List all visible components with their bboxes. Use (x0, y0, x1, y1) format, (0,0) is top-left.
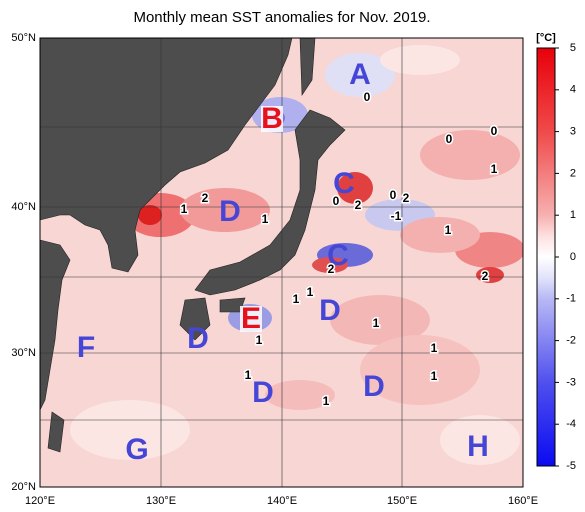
region-label-bg (240, 306, 262, 332)
map-frame (39, 37, 524, 488)
contour-label: 0 (390, 188, 397, 202)
contour-label: 1 (262, 212, 269, 226)
colorbar-tick-label: -1 (566, 293, 576, 305)
colorbar (536, 47, 556, 467)
region-label: D (252, 376, 274, 409)
contour-label: 1 (491, 162, 498, 176)
colorbar-tick-label: -5 (566, 460, 576, 472)
contour-label: 1 (256, 333, 263, 347)
contour-label: 1 (323, 394, 330, 408)
lat-label: 30°N (11, 347, 36, 359)
contour-label: 1 (307, 285, 314, 299)
contour-label: 1 (293, 292, 300, 306)
colorbar-tick-label: 5 (570, 42, 576, 54)
contour-label: 1 (445, 223, 452, 237)
region-label-bg (261, 106, 283, 132)
region-label: H (467, 430, 489, 463)
region-label: A (349, 58, 371, 91)
region-label: F (77, 331, 95, 364)
lat-label: 50°N (11, 32, 36, 44)
lon-label: 120°E (25, 495, 55, 507)
region-label: E (241, 302, 261, 335)
colorbar-unit: [°C] (536, 32, 556, 44)
contour-label: 2 (328, 262, 335, 276)
contour-label: 1 (181, 202, 188, 216)
region-label: D (319, 294, 341, 327)
contour-label: 1 (431, 341, 438, 355)
colorbar-tick-label: 2 (570, 167, 576, 179)
lon-label: 150°E (387, 495, 417, 507)
contour-label: 2 (355, 198, 362, 212)
lat-label: 20°N (11, 481, 36, 493)
contour-label: 1 (245, 368, 252, 382)
colorbar-tick-label: -4 (566, 418, 576, 430)
contour-label: 0 (364, 90, 371, 104)
colorbar-tick-label: 3 (570, 126, 576, 138)
contour-label: 0 (446, 132, 453, 146)
colorbar-tick-label: 4 (570, 84, 576, 96)
contour-label: 1 (373, 316, 380, 330)
region-label: B (261, 102, 283, 135)
region-label: G (125, 433, 148, 466)
region-label: D (363, 370, 385, 403)
lat-label: 40°N (11, 201, 36, 213)
land (40, 38, 346, 453)
contour-label: 0 (333, 194, 340, 208)
region-label: C (327, 239, 349, 272)
region-label: D (219, 195, 241, 228)
lon-label: 130°E (146, 495, 176, 507)
contour-label: 1 (431, 369, 438, 383)
colorbar-tick-label: -2 (566, 335, 576, 347)
lon-label: 160°E (508, 495, 538, 507)
contour-label: 2 (403, 191, 410, 205)
region-label: C (333, 167, 355, 200)
colorbar-tick-label: 1 (570, 209, 576, 221)
contour-label: 0 (491, 124, 498, 138)
contour-label: -1 (391, 209, 402, 223)
colorbar-tick-label: 0 (570, 251, 576, 263)
lon-label: 140°E (267, 495, 297, 507)
region-label: D (187, 322, 209, 355)
contour-label: 2 (482, 269, 489, 283)
colorbar-tick-label: -3 (566, 376, 576, 388)
contour-label: 2 (202, 191, 209, 205)
title: Monthly mean SST anomalies for Nov. 2019… (133, 9, 430, 26)
